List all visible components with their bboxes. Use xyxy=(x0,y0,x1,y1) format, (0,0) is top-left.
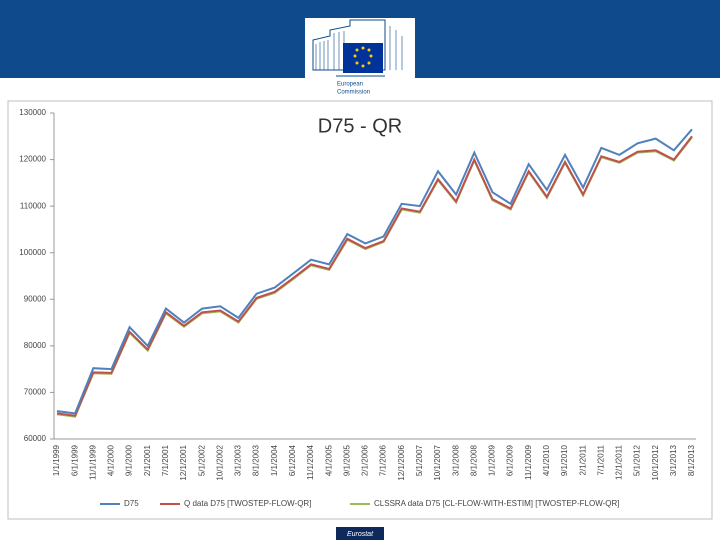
x-tick-label: 3/1/2003 xyxy=(234,444,243,476)
x-tick-label: 7/1/2006 xyxy=(379,444,388,476)
series-line xyxy=(56,128,693,415)
x-tick-label: 9/1/2005 xyxy=(342,444,351,476)
x-tick-label: 4/1/2000 xyxy=(107,444,116,476)
x-tick-label: 11/1/2009 xyxy=(524,444,533,480)
x-tick-label: 12/1/2001 xyxy=(179,444,188,480)
y-tick-label: 100000 xyxy=(19,248,46,257)
x-tick-label: 11/1/2004 xyxy=(306,444,315,480)
x-tick-label: 5/1/2012 xyxy=(633,444,642,476)
x-tick-label: 10/1/2007 xyxy=(433,444,442,480)
x-tick-label: 6/1/1999 xyxy=(70,444,79,476)
x-tick-label: 10/1/2002 xyxy=(215,444,224,480)
x-tick-label: 9/1/2000 xyxy=(125,444,134,476)
legend-label: CLSSRA data D75 [CL-FLOW-WITH-ESTIM] [TW… xyxy=(374,499,620,508)
x-tick-label: 2/1/2006 xyxy=(361,444,370,476)
logo-text: European xyxy=(337,82,363,88)
x-tick-label: 6/1/2009 xyxy=(506,444,515,476)
x-tick-label: 4/1/2005 xyxy=(324,444,333,476)
x-tick-label: 11/1/1999 xyxy=(88,444,97,480)
x-tick-label: 9/1/2010 xyxy=(560,444,569,476)
x-tick-label: 1/1/1999 xyxy=(52,444,61,476)
series-line xyxy=(56,135,693,417)
x-tick-label: 10/1/2012 xyxy=(651,444,660,480)
legend-label: D75 xyxy=(124,499,139,508)
y-tick-label: 110000 xyxy=(20,201,47,210)
logo: European Commission xyxy=(305,18,415,98)
x-tick-label: 12/1/2006 xyxy=(397,444,406,480)
y-tick-label: 80000 xyxy=(24,341,47,350)
logo-text: Commission xyxy=(337,90,370,96)
x-tick-label: 2/1/2001 xyxy=(143,444,152,476)
plot: 60000 70000 80000 90000 100000 110000 120000 13… xyxy=(19,108,696,508)
x-tick-label: 3/1/2013 xyxy=(669,444,678,476)
x-tick-label: 1/1/2009 xyxy=(488,444,497,476)
y-tick-label: 130000 xyxy=(19,108,46,117)
y-tick-label: 60000 xyxy=(24,434,47,443)
y-tick-label: 90000 xyxy=(24,294,47,303)
y-tick-label: 70000 xyxy=(24,388,47,397)
y-tick-label: 120000 xyxy=(19,155,46,164)
chart-title: D75 - QR xyxy=(318,115,402,137)
footer-text: Eurostat xyxy=(347,531,374,538)
x-tick-label: 1/1/2004 xyxy=(270,444,279,476)
x-tick-label: 4/1/2010 xyxy=(542,444,551,476)
x-tick-label: 5/1/2007 xyxy=(415,444,424,476)
x-tick-label: 8/1/2003 xyxy=(252,444,261,476)
x-tick-label: 12/1/2011 xyxy=(615,444,624,480)
legend-label: Q data D75 [TWOSTEP-FLOW-QR] xyxy=(184,499,311,508)
x-tick-label: 7/1/2011 xyxy=(596,444,605,475)
x-tick-label: 8/1/2008 xyxy=(469,444,478,476)
x-tick-label: 7/1/2001 xyxy=(161,444,170,476)
footer-badge xyxy=(336,527,384,540)
x-tick-label: 6/1/2004 xyxy=(288,444,297,476)
x-tick-label: 3/1/2008 xyxy=(451,444,460,476)
x-tick-label: 5/1/2002 xyxy=(197,444,206,476)
x-tick-label: 2/1/2011 xyxy=(578,444,587,475)
x-tick-label: 8/1/2013 xyxy=(687,444,696,476)
